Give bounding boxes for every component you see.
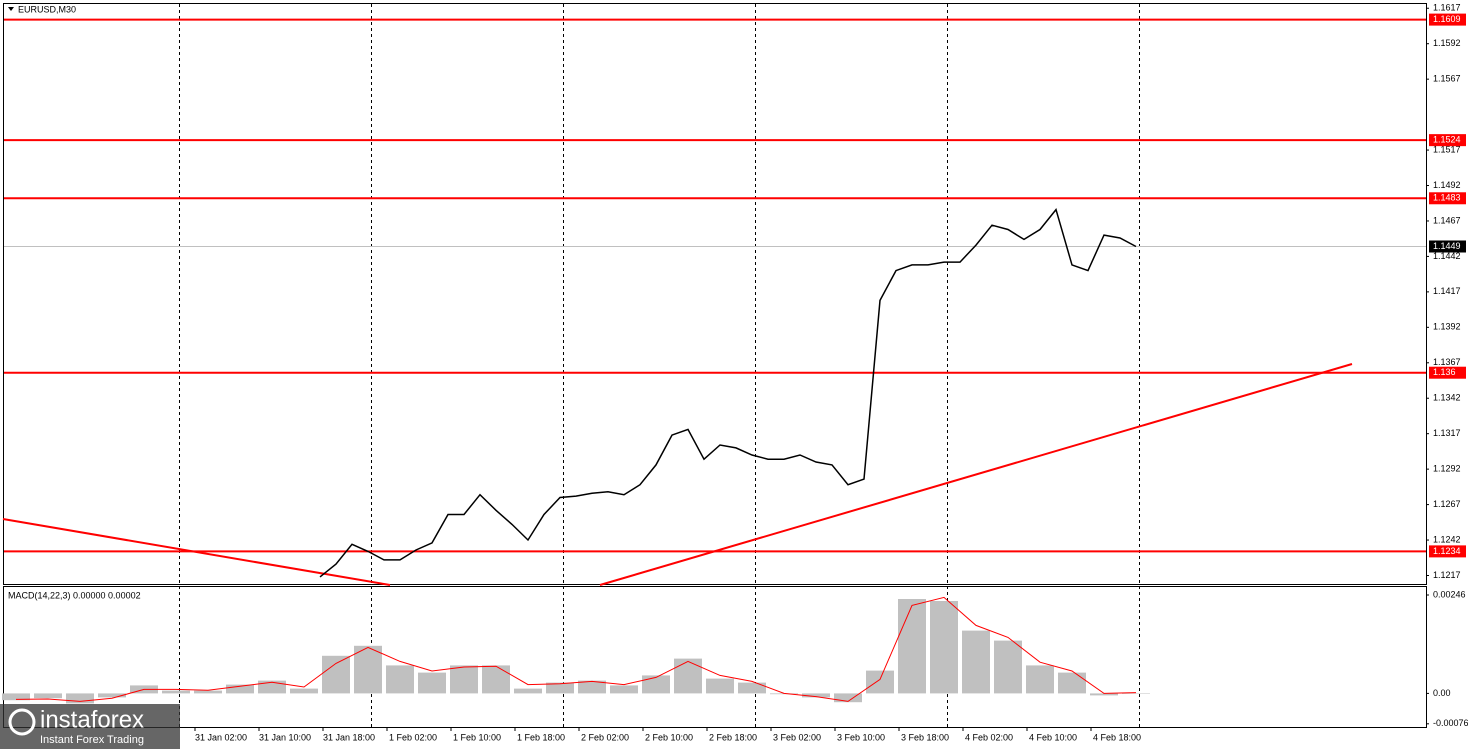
macd-bar [994, 640, 1022, 694]
macd-bar [674, 658, 702, 694]
macd-bar [1058, 672, 1086, 694]
y-tick-label: 0.00246 [1433, 589, 1466, 599]
level-label-bg [1429, 134, 1466, 147]
macd-bar [418, 672, 446, 694]
macd-bar [226, 684, 254, 694]
x-tick-label: 2 Feb 18:00 [709, 732, 757, 742]
level-label: 1.1524 [1433, 135, 1461, 145]
macd-bar [738, 682, 766, 694]
level-label-bg [1429, 192, 1466, 205]
macd-bar [706, 678, 734, 694]
macd-bar [194, 690, 222, 694]
macd-bar [386, 665, 414, 694]
y-tick-label: 1.1217 [1433, 570, 1461, 580]
x-tick-label: 2 Feb 10:00 [645, 732, 693, 742]
level-label: 1.1234 [1433, 546, 1461, 556]
macd-bar [834, 693, 862, 703]
y-tick-label: 1.1317 [1433, 428, 1461, 438]
x-tick-label: 1 Feb 10:00 [453, 732, 501, 742]
macd-bar [162, 690, 190, 694]
x-tick-label: 1 Feb 02:00 [389, 732, 437, 742]
macd-bar [322, 655, 350, 694]
y-tick-label: 1.1267 [1433, 499, 1461, 509]
x-tick-label: 3 Feb 18:00 [901, 732, 949, 742]
y-tick-label: 0.00 [1433, 688, 1451, 698]
x-tick-label: 4 Feb 02:00 [965, 732, 1013, 742]
level-label: 1.1483 [1433, 193, 1461, 203]
y-tick-label: 1.1242 [1433, 534, 1461, 544]
macd-title: MACD(14,22,3) 0.00000 0.00002 [8, 590, 141, 600]
x-tick-label: 1 Feb 18:00 [517, 732, 565, 742]
macd-bar [258, 680, 286, 694]
macd-bar [1026, 665, 1054, 694]
macd-bar [1122, 693, 1150, 694]
y-tick-label: 1.1592 [1433, 38, 1461, 48]
symbol-title: EURUSD,M30 [18, 4, 76, 14]
level-label-bg [1429, 13, 1466, 26]
menu-arrow [8, 7, 14, 11]
x-tick-label: 3 Feb 02:00 [773, 732, 821, 742]
macd-bar [578, 680, 606, 694]
y-tick-label: 1.1442 [1433, 251, 1461, 261]
current-price-bg [1429, 240, 1466, 253]
signal-line [15, 596, 1137, 702]
watermark: instaforex Instant Forex Trading [0, 704, 180, 749]
macd-bar [930, 601, 958, 694]
macd-bar [34, 693, 62, 699]
x-tick-label: 31 Jan 18:00 [323, 732, 375, 742]
price-line [319, 208, 1137, 578]
level-label: 1.136 [1433, 367, 1456, 377]
macd-bar [866, 670, 894, 694]
macd-bar [898, 599, 926, 694]
macd-bar [802, 693, 830, 698]
macd-pane [3, 586, 1427, 728]
y-tick-label: 1.1567 [1433, 74, 1461, 84]
macd-bar [450, 665, 478, 694]
macd-bar [98, 693, 126, 698]
y-tick-label: 1.1467 [1433, 215, 1461, 225]
macd-bar [610, 685, 638, 694]
x-tick-label: 2 Feb 02:00 [581, 732, 629, 742]
y-tick-label: 1.1417 [1433, 286, 1461, 296]
y-tick-label: 1.1517 [1433, 144, 1461, 154]
x-tick-label: 3 Feb 10:00 [837, 732, 885, 742]
brand-tagline: Instant Forex Trading [40, 734, 144, 746]
day-separators [179, 4, 1140, 727]
logo-icon [8, 708, 36, 736]
macd-bar [546, 682, 574, 694]
y-tick-label: 1.1492 [1433, 180, 1461, 190]
brand-name: instaforex [40, 706, 144, 733]
level-label-bg [1429, 545, 1466, 558]
x-tick-label: 31 Jan 10:00 [259, 732, 311, 742]
y-tick-label: 1.1392 [1433, 322, 1461, 332]
macd-bar [642, 675, 670, 694]
macd-bar [482, 665, 510, 694]
x-tick-label: 4 Feb 18:00 [1093, 732, 1141, 742]
macd-bar [514, 688, 542, 694]
level-label-bg [1429, 366, 1466, 379]
y-tick-label: 1.1617 [1433, 3, 1461, 13]
y-tick-label: -0.00076 [1433, 718, 1468, 728]
current-price-label: 1.1449 [1433, 241, 1461, 251]
y-tick-label: 1.1342 [1433, 393, 1461, 403]
y-tick-label: 1.1292 [1433, 464, 1461, 474]
macd-bar [1090, 693, 1118, 696]
x-tick-label: 4 Feb 10:00 [1029, 732, 1077, 742]
price-pane [3, 3, 1427, 585]
macd-bar [2, 693, 30, 701]
x-tick-label: 31 Jan 02:00 [195, 732, 247, 742]
macd-bar [290, 688, 318, 694]
trend-line [599, 363, 1353, 586]
y-tick-label: 1.1367 [1433, 357, 1461, 367]
macd-bar [962, 630, 990, 694]
macd-bar [66, 693, 94, 704]
macd-bar [354, 645, 382, 694]
level-label: 1.1609 [1433, 14, 1461, 24]
